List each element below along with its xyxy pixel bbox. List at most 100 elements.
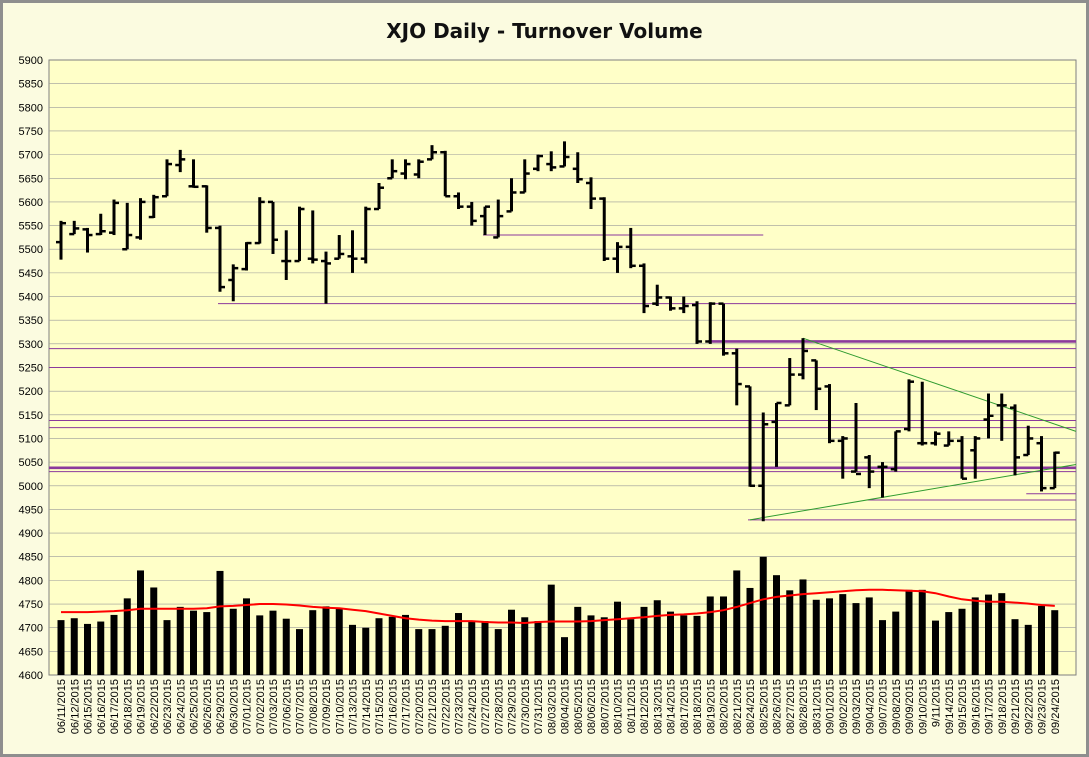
price-bar [162,159,172,198]
price-bar [387,159,398,180]
price-bar [705,302,716,344]
volume-bar [1024,624,1032,675]
y-tick-label: 4800 [19,575,43,587]
price-bar [519,159,530,194]
price-bars [56,141,1060,522]
x-tick-label: 07/20/2015 [414,679,426,734]
volume-bar [627,619,635,675]
x-tick-label: 08/14/2015 [666,679,678,734]
x-tick-label: 09/02/2015 [838,679,850,734]
volume-bar [388,616,396,675]
volume-bar [733,570,741,675]
volume-bar [282,618,290,675]
price-bar [109,199,119,236]
volume-bar [958,608,966,675]
y-tick-label: 5850 [19,79,43,91]
y-tick-label: 4900 [19,528,43,540]
x-tick-label: 09/04/2015 [864,679,876,734]
x-tick-label: 08/31/2015 [811,679,823,734]
x-tick-label: 09/10/2015 [917,679,929,734]
price-bar [506,178,517,213]
price-bar [1049,451,1060,490]
volume-bar [508,609,515,675]
x-tick-label: 08/12/2015 [639,679,651,734]
volume-bar [455,613,462,675]
volume-bar [203,612,211,675]
x-tick-label: 07/01/2015 [242,679,254,734]
volume-bar [746,587,754,675]
x-tick-label: 08/17/2015 [679,679,691,734]
price-bar [334,235,345,260]
x-tick-label: 07/09/2015 [321,679,333,734]
price-bar [983,393,994,439]
x-tick-label: 06/29/2015 [215,679,227,734]
x-tick-label: 06/15/2015 [83,679,95,734]
y-tick-label: 5650 [19,173,43,185]
price-bar [321,251,331,304]
price-bar [69,220,80,236]
price-bar [917,381,928,446]
volume-bar [574,606,582,675]
x-tick-label: 07/30/2015 [520,679,532,734]
volume-bar [97,621,105,675]
volume-bar [587,615,595,675]
volume-bar [322,606,330,675]
volume-bar [905,589,913,675]
trendlines [749,337,1077,521]
x-tick-label: 07/03/2015 [268,679,280,734]
x-tick-label: 09/17/2015 [984,679,996,734]
price-bar [572,152,583,183]
y-axis: 4600 4650 4700 4750 4800 4850 4900 4950 5000 5050… [19,55,43,682]
volume-bar [521,617,529,675]
chart-title: XJO Daily - Turnover Volume [386,19,703,43]
x-tick-label: 09/24/2015 [1050,679,1062,734]
price-bar [758,412,769,522]
price-bar [268,200,278,254]
price-bar [413,159,424,179]
x-tick-label: 08/10/2015 [613,679,625,734]
x-tick-label: 06/19/2015 [136,679,148,734]
volume-bar [349,624,356,675]
volume-bar [865,597,873,675]
price-bar [135,198,146,240]
volume-bar [123,598,131,675]
y-tick-label: 5300 [19,339,43,351]
volume-bar [720,596,727,675]
volume-bar [269,610,277,675]
price-bar [1010,404,1020,476]
price-bar [533,154,543,172]
price-bar [347,230,358,273]
y-tick-label: 5900 [19,55,43,67]
x-tick-label: 06/22/2015 [149,679,161,734]
x-tick-label: 06/16/2015 [96,679,108,734]
volume-bar [786,590,794,675]
price-bar [612,242,623,273]
x-tick-label: 08/07/2015 [599,679,611,734]
y-tick-label: 5250 [19,363,43,375]
y-tick-label: 4750 [19,599,43,611]
x-tick-label: 07/10/2015 [334,679,346,734]
y-tick-label: 5400 [19,292,43,304]
volume-bar [839,594,847,675]
volume-bar [150,587,158,675]
price-bar [957,436,967,480]
support-resistance-lines [49,234,1076,521]
x-tick-label: 08/20/2015 [719,679,731,734]
price-bar [188,159,199,189]
volume-bar [415,629,423,675]
price-bar [360,206,371,264]
price-bar [493,199,504,239]
x-tick-label: 07/14/2015 [361,679,373,734]
volume-bars [57,556,1059,675]
y-tick-label: 5100 [19,433,43,445]
x-tick-label: 07/16/2015 [387,679,399,734]
x-tick-label: 09/18/2015 [997,679,1009,734]
volume-bar [653,600,661,675]
y-tick-label: 5500 [19,244,43,256]
x-tick-label: 09/07/2015 [878,679,890,734]
volume-bar [468,622,476,675]
price-bar [374,183,384,211]
volume-bar [640,606,648,675]
x-tick-label: 08/19/2015 [705,679,717,734]
price-bar [970,436,981,479]
